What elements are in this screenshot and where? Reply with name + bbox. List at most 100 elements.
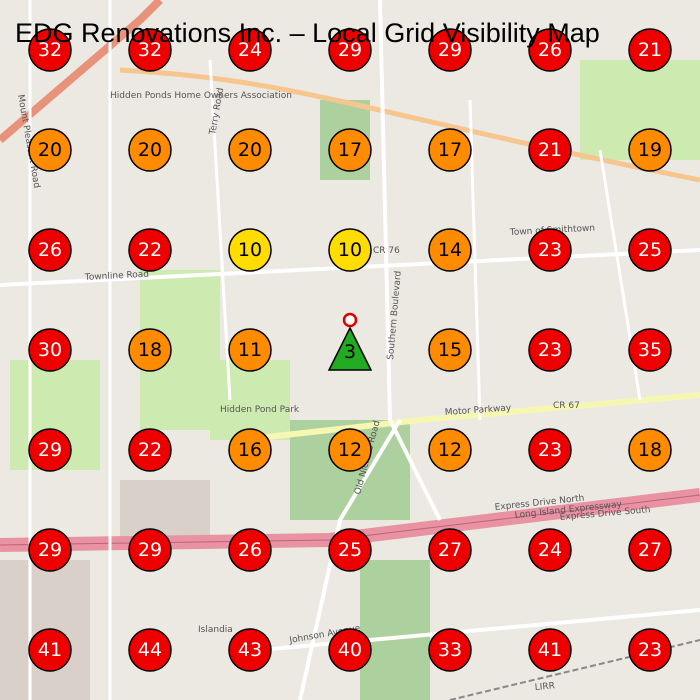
rank-label: 25 bbox=[338, 539, 362, 561]
marker-circle bbox=[228, 528, 272, 572]
marker-circle bbox=[28, 428, 72, 472]
grid-marker: 43 bbox=[228, 628, 272, 672]
grid-marker: 18 bbox=[628, 428, 672, 472]
rank-label: 20 bbox=[238, 139, 262, 161]
grid-marker: 17 bbox=[328, 128, 372, 172]
grid-marker: 33 bbox=[428, 628, 472, 672]
map-label: Islandia bbox=[198, 625, 233, 635]
marker-circle bbox=[528, 28, 572, 72]
rank-label: 10 bbox=[238, 239, 262, 261]
map-label: CR 67 bbox=[553, 401, 580, 411]
grid-marker: 25 bbox=[328, 528, 372, 572]
rank-label: 12 bbox=[438, 439, 462, 461]
rank-label: 41 bbox=[38, 639, 62, 661]
grid-marker: 29 bbox=[428, 28, 472, 72]
marker-circle bbox=[228, 228, 272, 272]
marker-circle bbox=[28, 228, 72, 272]
marker-circle bbox=[228, 628, 272, 672]
rank-label: 20 bbox=[138, 139, 162, 161]
marker-circle bbox=[528, 528, 572, 572]
grid-marker: 3 bbox=[327, 326, 373, 371]
marker-circle bbox=[128, 28, 172, 72]
marker-triangle bbox=[327, 326, 373, 371]
grid-marker: 23 bbox=[528, 428, 572, 472]
rank-label: 25 bbox=[638, 239, 662, 261]
grid-marker: 17 bbox=[428, 128, 472, 172]
marker-circle bbox=[428, 428, 472, 472]
marker-circle bbox=[328, 528, 372, 572]
rank-label: 20 bbox=[38, 139, 62, 161]
rank-label: 27 bbox=[638, 539, 662, 561]
marker-circle bbox=[428, 528, 472, 572]
grid-marker: 44 bbox=[128, 628, 172, 672]
map-label: Motor Parkway bbox=[445, 403, 513, 418]
rank-label: 35 bbox=[638, 339, 662, 361]
marker-circle bbox=[28, 28, 72, 72]
grid-marker: 25 bbox=[628, 228, 672, 272]
grid-marker: 29 bbox=[28, 428, 72, 472]
grid-marker: 11 bbox=[228, 328, 272, 372]
marker-circle bbox=[328, 128, 372, 172]
grid-marker: 41 bbox=[528, 628, 572, 672]
map-label: Hidden Ponds Home Owners Association bbox=[110, 91, 292, 101]
marker-circle bbox=[628, 28, 672, 72]
grid-marker: 19 bbox=[628, 128, 672, 172]
marker-circle bbox=[28, 128, 72, 172]
rank-label: 24 bbox=[538, 539, 562, 561]
map-label: LIRR bbox=[534, 681, 555, 693]
grid-marker: 41 bbox=[28, 628, 72, 672]
rank-label: 23 bbox=[538, 339, 562, 361]
marker-circle bbox=[128, 628, 172, 672]
marker-circle bbox=[328, 28, 372, 72]
rank-label: 27 bbox=[438, 539, 462, 561]
marker-circle bbox=[428, 128, 472, 172]
rank-label: 3 bbox=[344, 341, 356, 363]
marker-circle bbox=[528, 128, 572, 172]
rank-label: 23 bbox=[638, 639, 662, 661]
marker-circle bbox=[128, 128, 172, 172]
rank-label: 29 bbox=[38, 439, 62, 461]
map-label: CR 76 bbox=[373, 246, 400, 256]
grid-marker: 10 bbox=[328, 228, 372, 272]
rank-label: 26 bbox=[38, 239, 62, 261]
rank-label: 29 bbox=[438, 39, 462, 61]
location-pin bbox=[342, 312, 358, 328]
grid-marker: 23 bbox=[628, 628, 672, 672]
rank-label: 11 bbox=[238, 339, 262, 361]
marker-circle bbox=[428, 228, 472, 272]
rank-label: 41 bbox=[538, 639, 562, 661]
rank-label: 44 bbox=[138, 639, 162, 661]
marker-circle bbox=[428, 28, 472, 72]
grid-marker: 15 bbox=[428, 328, 472, 372]
marker-circle bbox=[528, 428, 572, 472]
marker-circle bbox=[528, 228, 572, 272]
marker-circle bbox=[228, 28, 272, 72]
grid-marker: 22 bbox=[128, 428, 172, 472]
grid-marker: 30 bbox=[28, 328, 72, 372]
rank-label: 18 bbox=[638, 439, 662, 461]
marker-circle bbox=[628, 228, 672, 272]
marker-circle bbox=[628, 428, 672, 472]
grid-marker: 23 bbox=[528, 328, 572, 372]
rank-label: 26 bbox=[538, 39, 562, 61]
grid-marker: 40 bbox=[328, 628, 372, 672]
grid-marker: 12 bbox=[428, 428, 472, 472]
rank-label: 24 bbox=[238, 39, 262, 61]
rank-label: 21 bbox=[538, 139, 562, 161]
grid-marker: 12 bbox=[328, 428, 372, 472]
grid-marker: 35 bbox=[628, 328, 672, 372]
rank-label: 17 bbox=[338, 139, 362, 161]
rank-label: 19 bbox=[638, 139, 662, 161]
grid-marker: 24 bbox=[228, 28, 272, 72]
rank-label: 32 bbox=[38, 39, 62, 61]
marker-circle bbox=[628, 628, 672, 672]
rank-label: 40 bbox=[338, 639, 362, 661]
map-title: EDG Renovations Inc. – Local Grid Visibi… bbox=[15, 18, 600, 48]
grid-marker: 21 bbox=[628, 28, 672, 72]
rank-label: 14 bbox=[438, 239, 462, 261]
rank-label: 15 bbox=[438, 339, 462, 361]
marker-circle bbox=[228, 328, 272, 372]
rank-label: 22 bbox=[138, 439, 162, 461]
rank-label: 33 bbox=[438, 639, 462, 661]
